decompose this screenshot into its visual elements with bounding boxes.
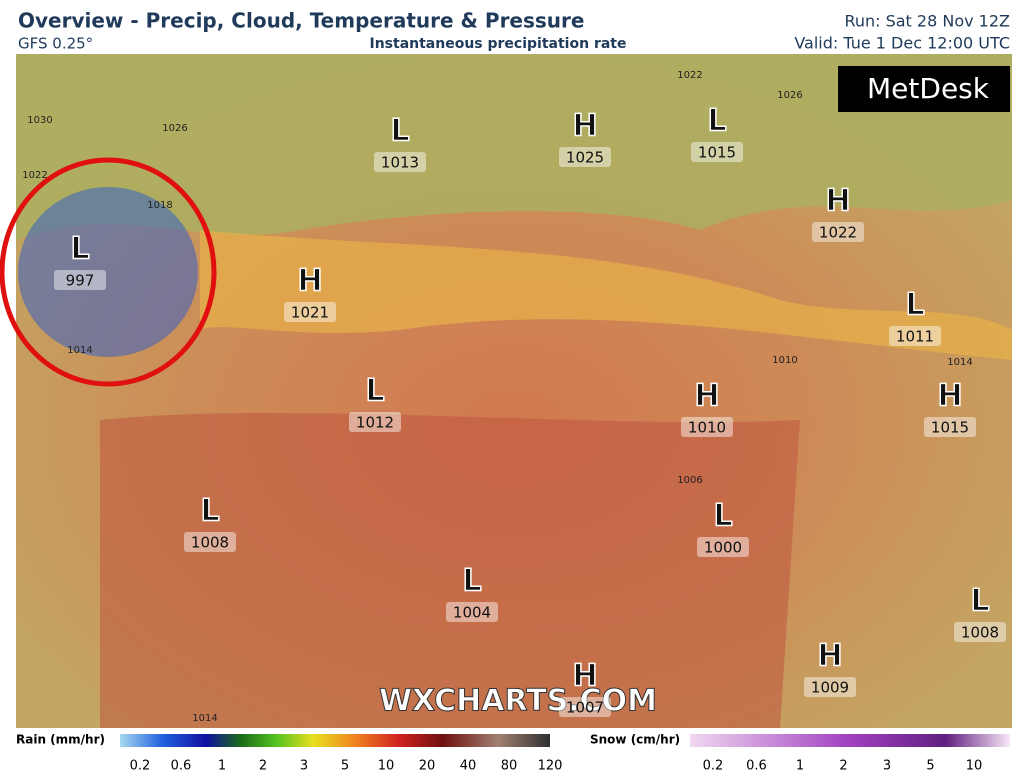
run: Run: Sat 28 Nov 12Z xyxy=(844,12,1010,31)
logo: MetDesk xyxy=(867,72,990,105)
title: Overview - Precip, Cloud, Temperature & … xyxy=(18,9,584,33)
pressure-symbol: L xyxy=(713,499,732,534)
pressure-symbol: L xyxy=(462,564,481,599)
rain-tick: 120 xyxy=(538,759,563,774)
pressure-value: 1000 xyxy=(704,539,742,557)
value-box xyxy=(954,622,1006,642)
logo-box xyxy=(838,66,1010,112)
isobar-label: 1014 xyxy=(192,713,217,724)
value-box xyxy=(804,677,856,697)
value-box xyxy=(812,222,864,242)
pressure-symbol: H xyxy=(825,184,850,219)
snow-label: Snow (cm/hr) xyxy=(590,733,680,747)
isobar-label: 1014 xyxy=(947,357,972,368)
isobar-label: 1026 xyxy=(162,123,187,134)
pressure-value: 1011 xyxy=(896,328,934,346)
pressure-symbol: L xyxy=(707,104,726,139)
value-box xyxy=(889,326,941,346)
pressure-value: 997 xyxy=(66,272,95,290)
model: GFS 0.25° xyxy=(18,35,93,53)
highlight-circle xyxy=(0,157,217,387)
snow-tick: 1 xyxy=(796,759,804,774)
isobar-label: 1014 xyxy=(67,345,92,356)
isobar-label: 1022 xyxy=(677,70,702,81)
subtitle: Instantaneous precipitation rate xyxy=(370,36,627,52)
pressure-symbol: H xyxy=(694,379,719,414)
pressure-symbol: H xyxy=(572,109,597,144)
pressure-symbol: H xyxy=(297,264,322,299)
value-box xyxy=(691,142,743,162)
rain-tick: 1 xyxy=(218,759,226,774)
isobar-label: 1010 xyxy=(772,355,797,366)
hot-zone xyxy=(100,412,800,728)
snow-tick: 5 xyxy=(926,759,934,774)
pressure-symbol: H xyxy=(572,659,597,694)
value-box xyxy=(681,417,733,437)
snow-tick: 2 xyxy=(839,759,847,774)
rain-tick: 10 xyxy=(378,759,395,774)
pressure-value: 1025 xyxy=(566,149,604,167)
value-box xyxy=(54,270,106,290)
snow-scale xyxy=(690,734,1010,747)
pressure-value: 1021 xyxy=(291,304,329,322)
pressure-symbol: L xyxy=(970,584,989,619)
pressure-value: 1008 xyxy=(191,534,229,552)
value-box xyxy=(446,602,498,622)
pressure-symbol: H xyxy=(937,379,962,414)
pressure-value: 1009 xyxy=(811,679,849,697)
isobar-label: 1018 xyxy=(147,200,172,211)
pressure-value: 1012 xyxy=(356,414,394,432)
pressure-symbol: H xyxy=(817,639,842,674)
isobar-label: 1022 xyxy=(22,170,47,181)
pressure-symbol: L xyxy=(365,374,384,409)
value-box xyxy=(697,537,749,557)
pressure-value: 1010 xyxy=(688,419,726,437)
pressure-symbol: L xyxy=(200,494,219,529)
rain-tick: 5 xyxy=(341,759,349,774)
pressure-symbol: L xyxy=(905,288,924,323)
value-box xyxy=(284,302,336,322)
watermark: WXCHARTS.COM xyxy=(379,684,657,719)
pressure-value: 1007 xyxy=(566,699,604,717)
northern-land xyxy=(16,54,1012,240)
value-box xyxy=(349,412,401,432)
snow-tick: 3 xyxy=(883,759,891,774)
rain-tick: 3 xyxy=(300,759,308,774)
pressure-value: 1004 xyxy=(453,604,491,622)
pressure-value: 1015 xyxy=(698,144,736,162)
rain-scale xyxy=(120,734,550,747)
isobar-label: 1026 xyxy=(777,90,802,101)
rain-tick: 40 xyxy=(460,759,477,774)
rain-tick: 80 xyxy=(501,759,518,774)
snow-tick: 0.2 xyxy=(703,759,724,774)
value-box xyxy=(374,152,426,172)
value-box xyxy=(184,532,236,552)
isobar-label: 1030 xyxy=(27,115,52,126)
pressure-value: 1015 xyxy=(931,419,969,437)
pressure-symbol: L xyxy=(70,232,89,267)
rain-tick: 0.2 xyxy=(130,759,151,774)
isobar-label: 1006 xyxy=(677,475,702,486)
value-box xyxy=(924,417,976,437)
pressure-value: 1008 xyxy=(961,624,999,642)
pressure-symbol: L xyxy=(390,114,409,149)
pressure-value: 1013 xyxy=(381,154,419,172)
snow-tick: 0.6 xyxy=(746,759,767,774)
value-box xyxy=(559,147,611,167)
rain-tick: 20 xyxy=(419,759,436,774)
storm-precip xyxy=(18,187,198,357)
pressure-value: 1022 xyxy=(819,224,857,242)
warm-band xyxy=(200,230,1012,360)
valid: Valid: Tue 1 Dec 12:00 UTC xyxy=(794,34,1010,53)
rain-tick: 0.6 xyxy=(171,759,192,774)
value-box xyxy=(559,697,611,717)
snow-tick: 10 xyxy=(966,759,983,774)
rain-tick: 2 xyxy=(259,759,267,774)
rain-label: Rain (mm/hr) xyxy=(16,733,105,747)
